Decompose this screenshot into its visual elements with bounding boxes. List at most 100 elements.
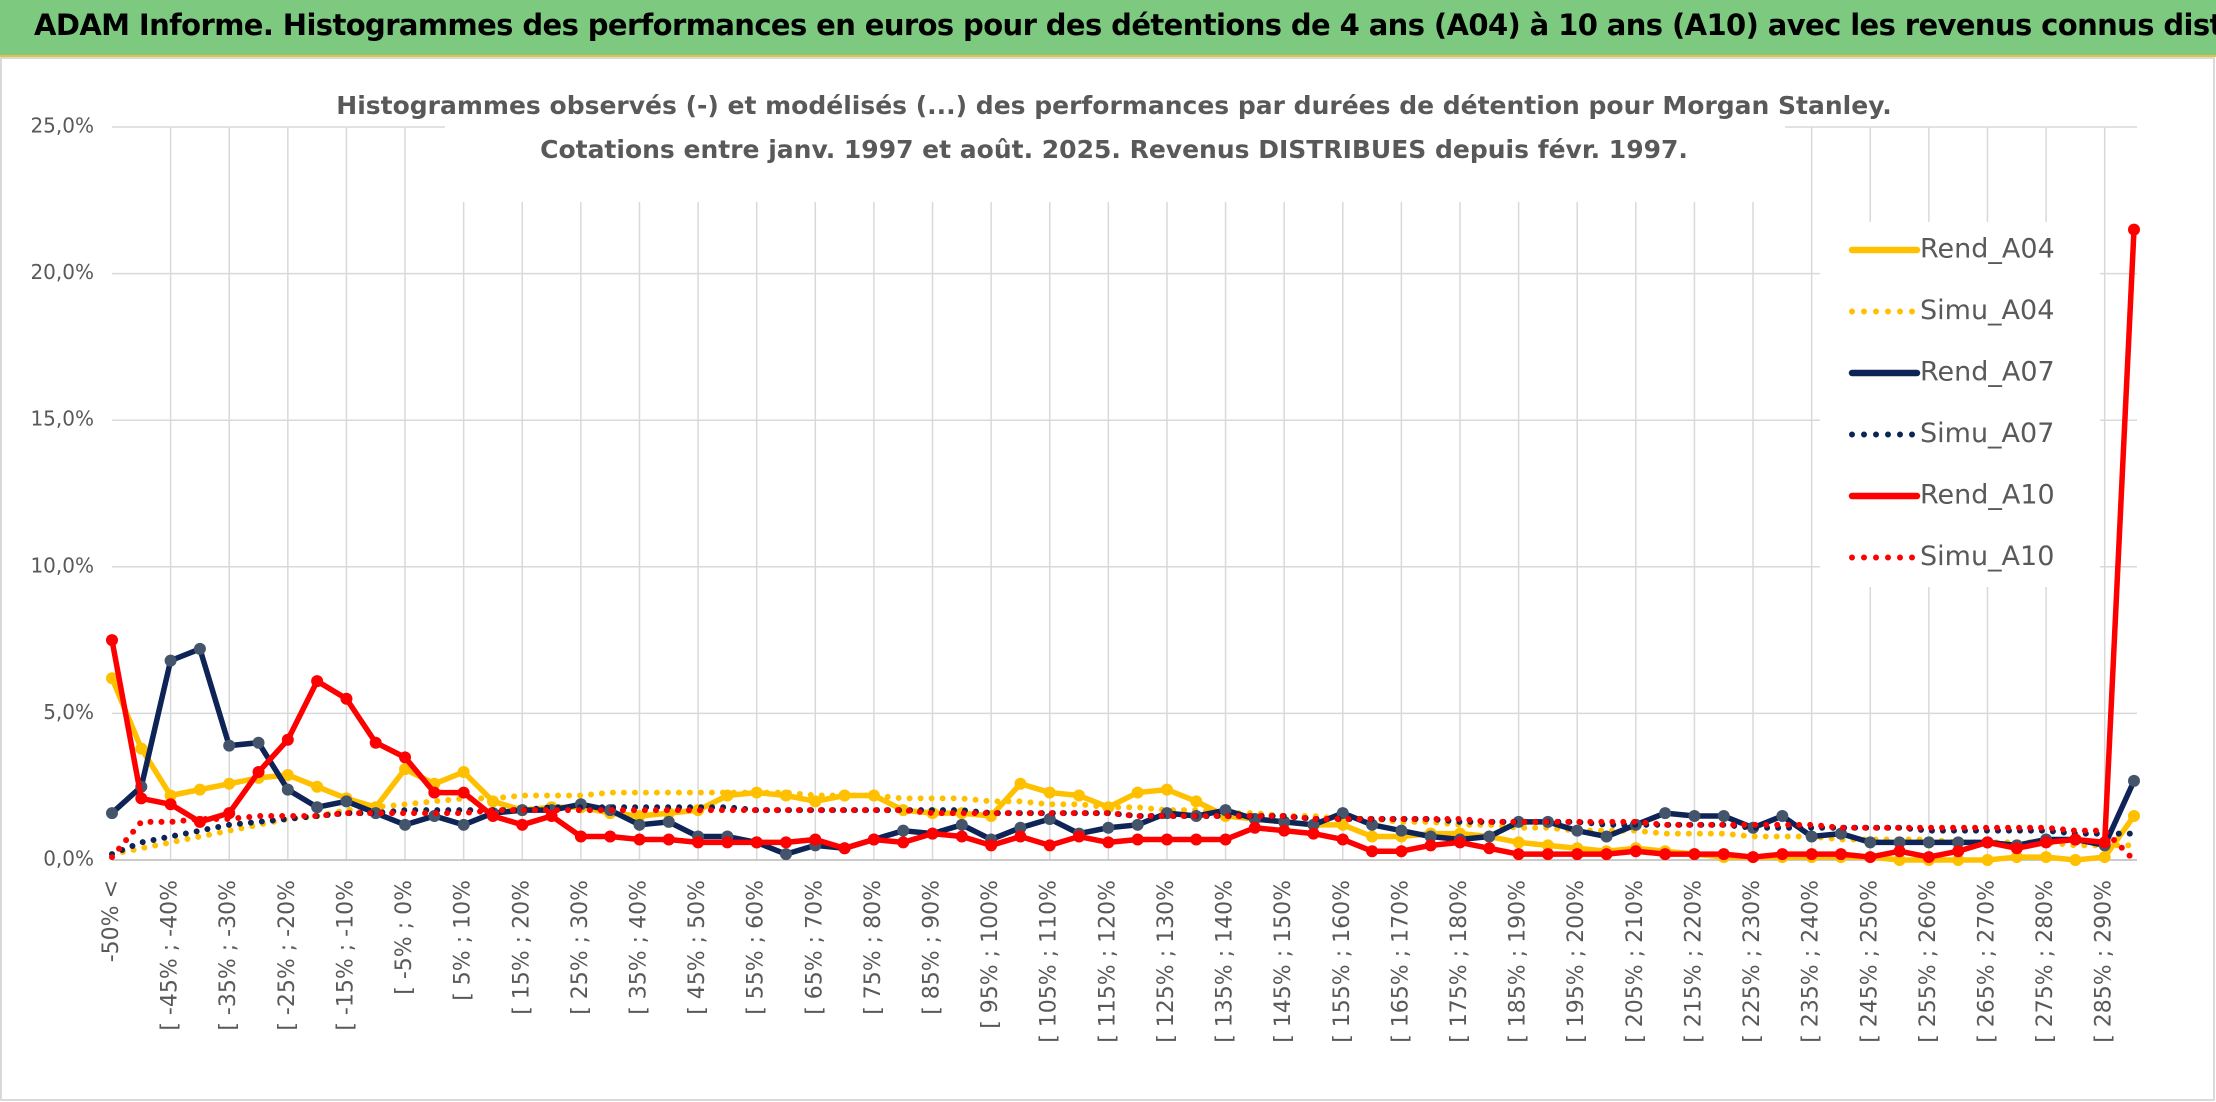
y-tick-label: 5,0% xyxy=(43,700,94,724)
data-point xyxy=(1307,827,1320,840)
data-point xyxy=(1483,842,1496,855)
data-point xyxy=(1043,839,1056,852)
data-point xyxy=(193,783,206,796)
data-point xyxy=(1014,821,1027,834)
data-point xyxy=(1952,854,1965,866)
x-tick-label: [ 5% ; 10% xyxy=(451,880,476,1001)
legend-label: Simu_A04 xyxy=(1920,295,2054,326)
data-point xyxy=(1805,848,1818,861)
data-point xyxy=(135,792,148,805)
title-box xyxy=(445,82,1785,202)
chart-title: Histogrammes observés (-) et modélisés (… xyxy=(336,91,1891,120)
data-point xyxy=(1541,848,1554,861)
data-point xyxy=(164,654,177,667)
data-point xyxy=(1131,786,1144,799)
data-point xyxy=(809,795,822,808)
data-point xyxy=(1454,836,1466,849)
data-point xyxy=(223,777,236,790)
data-point xyxy=(897,836,910,849)
data-point xyxy=(1571,824,1584,837)
x-tick-label: [ -45% ; -40% xyxy=(158,880,183,1031)
data-point xyxy=(1366,818,1379,831)
x-tick-label: [ 165% ; 170% xyxy=(1388,880,1413,1043)
data-point xyxy=(281,783,294,796)
data-point xyxy=(1893,854,1906,866)
x-tick-label: -50% < xyxy=(99,880,124,962)
data-point xyxy=(985,839,998,852)
data-point xyxy=(955,830,968,843)
y-tick-label: 0,0% xyxy=(43,847,94,871)
data-point xyxy=(633,810,646,823)
data-point xyxy=(164,798,177,811)
y-tick-label: 15,0% xyxy=(30,407,94,431)
x-tick-label: [ 155% ; 160% xyxy=(1330,880,1355,1043)
data-point xyxy=(926,827,939,840)
data-point xyxy=(721,836,734,849)
x-tick-label: [ 55% ; 60% xyxy=(744,880,769,1015)
data-point xyxy=(2010,851,2023,864)
data-point xyxy=(2128,810,2140,823)
y-tick-label: 10,0% xyxy=(30,553,94,577)
data-point xyxy=(2128,774,2140,787)
data-point xyxy=(574,830,587,843)
x-tick-label: [ 145% ; 150% xyxy=(1271,880,1296,1043)
data-point xyxy=(1190,795,1203,808)
data-point xyxy=(1981,836,1994,849)
data-point xyxy=(1366,830,1379,843)
x-tick-label: [ 255% ; 260% xyxy=(1916,880,1941,1043)
x-tick-label: [ 205% ; 210% xyxy=(1623,880,1648,1043)
series-line xyxy=(109,804,2137,858)
data-point xyxy=(1893,836,1906,849)
legend-label: Simu_A07 xyxy=(1920,418,2054,449)
x-tick-label: [ -15% ; -10% xyxy=(333,880,358,1031)
data-point xyxy=(1688,848,1701,861)
header-title: ADAM Informe. Histogrammes des performan… xyxy=(34,8,2216,42)
data-point xyxy=(1600,830,1613,843)
data-point xyxy=(1395,824,1408,837)
data-point xyxy=(457,766,470,779)
plot xyxy=(106,223,2140,866)
data-point xyxy=(369,807,382,820)
data-point xyxy=(311,801,324,814)
data-point xyxy=(1659,807,1672,820)
x-tick-label: [ 15% ; 20% xyxy=(509,880,534,1015)
data-point xyxy=(1688,810,1701,823)
data-point xyxy=(1366,845,1379,858)
data-point xyxy=(193,642,206,655)
data-point xyxy=(1864,851,1877,864)
data-point xyxy=(106,634,118,647)
data-point xyxy=(2069,833,2082,846)
data-point xyxy=(1747,851,1760,864)
x-tick-label: [ -25% ; -20% xyxy=(275,880,300,1031)
data-point xyxy=(311,780,324,793)
x-tick-label: [ 235% ; 240% xyxy=(1799,880,1824,1043)
data-point xyxy=(1278,815,1291,828)
data-point xyxy=(223,807,236,820)
data-point xyxy=(369,736,382,749)
data-point xyxy=(106,807,118,820)
data-point xyxy=(135,742,148,755)
data-point xyxy=(399,818,412,831)
data-point xyxy=(633,833,646,846)
data-point xyxy=(1776,810,1789,823)
data-point xyxy=(2010,842,2023,855)
data-point xyxy=(428,786,441,799)
data-point xyxy=(1952,845,1965,858)
data-point xyxy=(252,736,265,749)
data-point xyxy=(1512,848,1525,861)
data-point xyxy=(1131,833,1144,846)
data-point xyxy=(2069,854,2082,866)
data-point xyxy=(1805,830,1818,843)
x-tick-label: [ 225% ; 230% xyxy=(1740,880,1765,1043)
data-point xyxy=(1424,830,1437,843)
x-tick-label: [ 75% ; 80% xyxy=(861,880,886,1015)
data-point xyxy=(692,836,705,849)
data-point xyxy=(867,833,880,846)
series-line xyxy=(109,675,2137,863)
data-point xyxy=(1659,848,1672,861)
data-point xyxy=(1073,830,1086,843)
data-point xyxy=(662,815,675,828)
x-tick-label: [ 285% ; 290% xyxy=(2092,880,2117,1043)
data-point xyxy=(252,766,265,779)
